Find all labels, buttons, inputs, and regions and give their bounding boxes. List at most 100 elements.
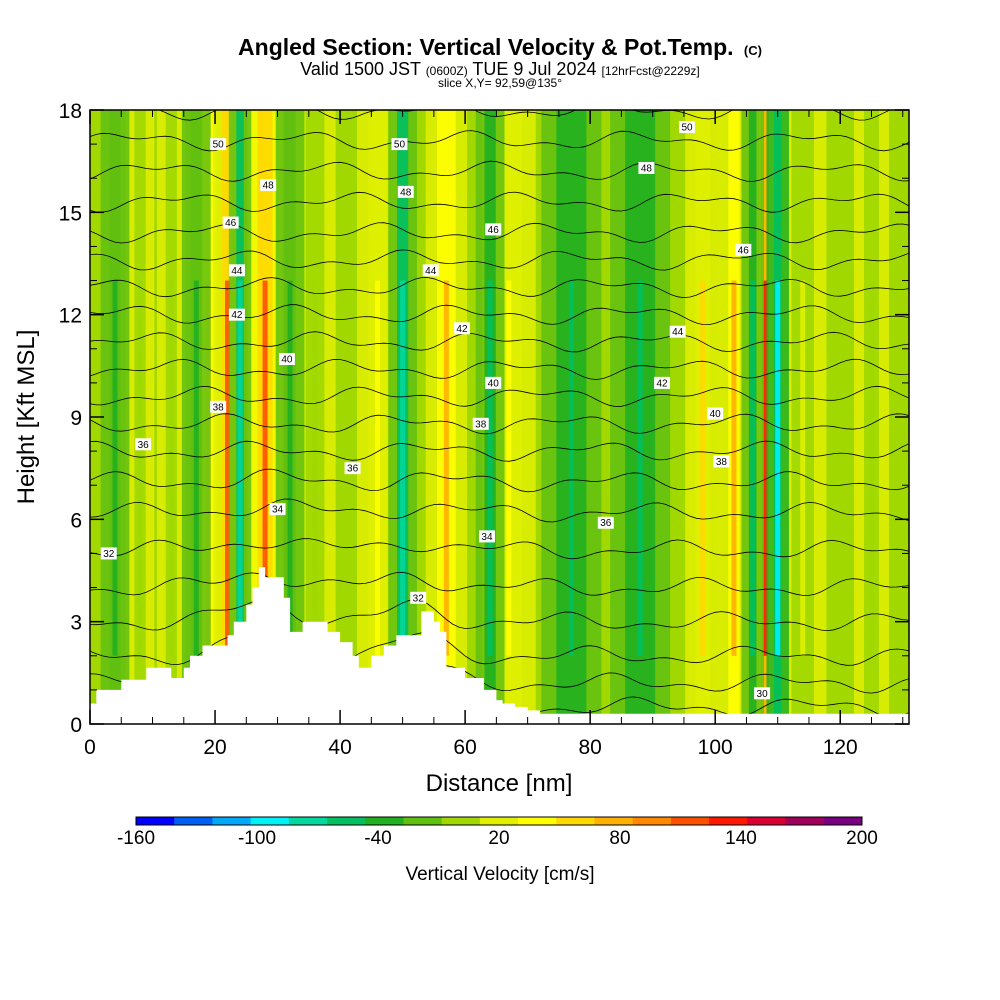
contour-label-text: 42 xyxy=(456,324,468,335)
contour-label-text: 38 xyxy=(716,457,728,468)
contour-label-text: 38 xyxy=(213,402,225,413)
contour-label-text: 32 xyxy=(413,593,425,604)
colorbar-swatch xyxy=(670,817,710,825)
contour-label-text: 50 xyxy=(394,140,406,151)
isentrope-line xyxy=(90,331,909,353)
colorbar-swatch xyxy=(594,817,634,825)
contour-label-text: 48 xyxy=(263,181,275,192)
x-tick-label: 80 xyxy=(578,736,601,759)
contour-label-text: 34 xyxy=(272,505,284,516)
contour-label: 46 xyxy=(222,216,239,229)
contour-label-text: 32 xyxy=(103,549,115,560)
updraft-core xyxy=(700,280,706,656)
contour-label-bg xyxy=(260,179,277,192)
updraft-core xyxy=(168,280,174,656)
contour-label: 44 xyxy=(228,264,245,277)
x-axis-title: Distance [nm] xyxy=(426,770,573,797)
isentrope-line xyxy=(90,538,909,560)
contour-label: 50 xyxy=(210,138,227,151)
updraft-core xyxy=(262,280,268,656)
contour-label-bg xyxy=(222,216,239,229)
contour-label: 34 xyxy=(478,530,495,543)
contour-label-bg xyxy=(453,322,470,335)
contour-label-text: 46 xyxy=(225,218,237,229)
contour-label-bg xyxy=(410,591,427,604)
contour-label-text: 46 xyxy=(488,225,500,236)
valid-time: Valid 1500 JST xyxy=(300,59,421,79)
forecast-run: [12hrFcst@2229z] xyxy=(601,64,700,78)
colorbar-swatch xyxy=(174,817,213,825)
contour-label-bg xyxy=(228,264,245,277)
contour-label-bg xyxy=(344,462,361,475)
downdraft-core xyxy=(568,280,574,656)
colorbar-swatch xyxy=(556,817,596,825)
contour-label: 42 xyxy=(228,308,245,321)
contour-label: 42 xyxy=(453,322,470,335)
updraft-core xyxy=(868,280,874,656)
colorbar-swatch xyxy=(479,817,519,825)
contour-label: 36 xyxy=(344,462,361,475)
colorbar-tick-label: 200 xyxy=(846,828,878,849)
x-tick-label: 60 xyxy=(453,736,476,759)
downdraft-core xyxy=(487,280,493,656)
colorbar: -160 -100 -40 20 80 140 200 xyxy=(117,816,878,849)
contour-label-bg xyxy=(735,243,752,256)
contour-label-text: 50 xyxy=(681,123,693,134)
chart-subtitle: Valid 1500 JST (0600Z) TUE 9 Jul 2024 [1… xyxy=(0,58,1000,82)
colorbar-tick-label: -40 xyxy=(364,828,391,849)
updraft-core xyxy=(443,280,449,656)
downdraft-core xyxy=(750,280,756,656)
contour-label-text: 42 xyxy=(231,310,243,321)
isentrope-line xyxy=(90,358,909,380)
colorbar-swatch xyxy=(747,817,787,825)
isentrope-line xyxy=(90,385,909,407)
contour-label-bg xyxy=(707,407,724,420)
y-tick-label: 12 xyxy=(59,305,82,328)
contour-label: 40 xyxy=(485,376,502,389)
colorbar-swatch xyxy=(365,817,404,825)
colorbar-swatch xyxy=(212,817,252,825)
slice-info: slice X,Y= 92,59@135° xyxy=(437,76,563,90)
plot-area xyxy=(90,110,909,724)
updraft-core xyxy=(506,280,512,656)
y-tick-label: 18 xyxy=(59,100,82,123)
contour-label-text: 36 xyxy=(347,464,359,475)
contour-label-bg xyxy=(397,185,414,198)
contour-label-bg xyxy=(478,530,495,543)
contour-label: 42 xyxy=(654,376,671,389)
contour-label-bg xyxy=(210,400,227,413)
colorbar-swatch xyxy=(518,817,557,825)
colorbar-swatch xyxy=(327,817,366,825)
contour-label: 36 xyxy=(597,516,614,529)
contour-label-text: 46 xyxy=(738,245,750,256)
contour-label-text: 48 xyxy=(641,163,653,174)
contour-label-text: 48 xyxy=(400,187,412,198)
isentrope-line xyxy=(90,277,909,299)
contour-label: 38 xyxy=(210,400,227,413)
isentrope-line xyxy=(90,191,909,213)
contour-label: 30 xyxy=(754,687,771,700)
contour-label-text: 40 xyxy=(488,378,500,389)
colorbar-swatch xyxy=(441,817,481,825)
contour-labels: 50 48 46 44 42 40 38 36 34 32 50 48 46 44 42 40 38 36 34 32… xyxy=(100,121,771,700)
colorbar-swatch xyxy=(785,817,825,825)
contour-label: 32 xyxy=(100,547,117,560)
contour-label-bg xyxy=(597,516,614,529)
updraft-core xyxy=(375,280,381,656)
contour-label: 46 xyxy=(735,243,752,256)
colorbar-swatch xyxy=(709,817,748,825)
downdraft-core xyxy=(637,280,643,656)
contour-label: 50 xyxy=(391,138,408,151)
contour-label-text: 44 xyxy=(672,327,684,338)
colorbar-title: Vertical Velocity [cm/s] xyxy=(405,864,594,885)
contour-label-text: 36 xyxy=(138,440,150,451)
contour-label-text: 42 xyxy=(656,378,668,389)
utc-time: (0600Z) xyxy=(425,64,468,78)
y-tick-label: 15 xyxy=(59,202,82,225)
updraft-core xyxy=(762,280,768,656)
isentrope-line xyxy=(90,440,909,462)
x-tick-label: 100 xyxy=(698,736,733,759)
contour-label-text: 40 xyxy=(710,409,722,420)
